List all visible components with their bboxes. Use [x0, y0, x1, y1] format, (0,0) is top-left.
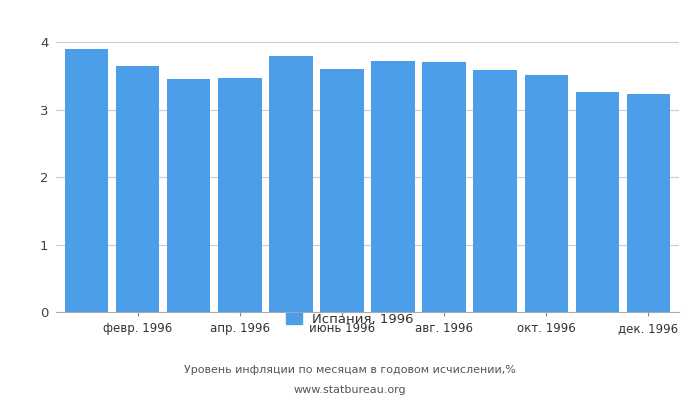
- Bar: [422, 62, 466, 312]
- Bar: [524, 75, 568, 312]
- Bar: [270, 56, 313, 312]
- Bar: [371, 61, 414, 312]
- Text: www.statbureau.org: www.statbureau.org: [294, 385, 406, 395]
- Bar: [626, 94, 670, 312]
- Bar: [321, 69, 364, 312]
- Legend: Испания, 1996: Испания, 1996: [281, 308, 419, 332]
- Bar: [65, 49, 108, 312]
- Bar: [116, 66, 160, 312]
- Bar: [473, 70, 517, 312]
- Text: Уровень инфляции по месяцам в годовом исчислении,%: Уровень инфляции по месяцам в годовом ис…: [184, 365, 516, 375]
- Bar: [167, 79, 211, 312]
- Bar: [575, 92, 619, 312]
- Bar: [218, 78, 262, 312]
